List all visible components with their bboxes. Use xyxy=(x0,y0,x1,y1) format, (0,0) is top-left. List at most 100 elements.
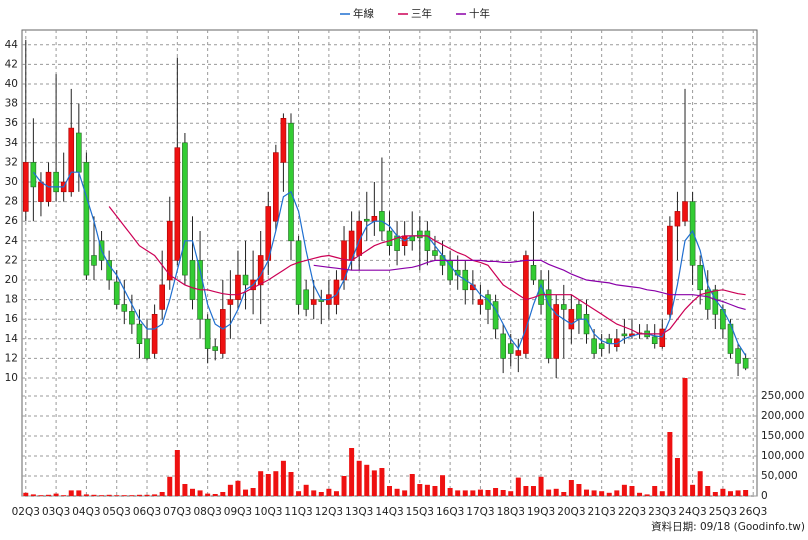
volume-bar xyxy=(447,488,453,496)
ma-line xyxy=(32,171,747,356)
volume-bar xyxy=(91,494,97,496)
y2-tick-label: 100,000 xyxy=(761,450,804,462)
y-tick-label: 44 xyxy=(5,39,19,51)
x-tick-label: 24Q3 xyxy=(678,506,706,518)
y2-tick-label: 200,000 xyxy=(761,410,804,422)
x-tick-label: 12Q3 xyxy=(315,506,343,518)
y-tick-label: 30 xyxy=(5,176,18,188)
volume-bar xyxy=(576,484,582,496)
candle-body xyxy=(417,230,423,239)
candle-body xyxy=(151,313,158,354)
candle-body xyxy=(38,181,44,202)
volume-bar xyxy=(591,490,597,496)
candle-body xyxy=(477,299,484,305)
volume-bar xyxy=(637,492,643,496)
volume-bar xyxy=(220,492,226,496)
candle-body xyxy=(280,118,287,163)
volume-bar xyxy=(424,484,430,496)
candle-body xyxy=(523,255,529,354)
candle-body xyxy=(591,338,597,354)
y-tick-label: 40 xyxy=(5,78,18,90)
volume-bar xyxy=(727,491,733,496)
candle-body xyxy=(257,255,264,286)
candle-body xyxy=(204,318,211,349)
candle-body xyxy=(432,250,438,256)
footer: 資料日期: 09/18 (Goodinfo.tw) xyxy=(651,520,805,533)
candle-body xyxy=(310,299,317,305)
volume-bar xyxy=(500,490,506,496)
volume-bar xyxy=(114,495,120,496)
candle-body xyxy=(144,338,150,359)
candle-body xyxy=(83,162,90,276)
y-tick-label: 18 xyxy=(5,294,18,306)
volume-bar xyxy=(614,490,620,496)
x-tick-label: 10Q3 xyxy=(254,506,282,518)
x-tick-label: 02Q3 xyxy=(12,506,40,518)
volume-bar xyxy=(409,474,415,496)
candle-body xyxy=(113,281,120,305)
candle-body xyxy=(674,211,681,227)
volume-bar xyxy=(379,468,385,496)
volume-bar xyxy=(712,492,718,496)
y-tick-label: 20 xyxy=(5,274,18,286)
candle-body xyxy=(53,171,59,193)
candle-body xyxy=(159,284,165,310)
candle-body xyxy=(333,279,340,305)
volume-bar xyxy=(99,495,105,496)
volume-bar xyxy=(303,484,309,496)
candle-body xyxy=(659,328,666,347)
x-tick-label: 03Q3 xyxy=(42,506,70,518)
x-tick-label: 11Q3 xyxy=(284,506,312,518)
volume-bar xyxy=(621,484,627,496)
volume-bar xyxy=(386,486,393,496)
y2-tick-label: 0 xyxy=(761,490,768,502)
x-tick-label: 18Q3 xyxy=(497,506,525,518)
volume-bar xyxy=(326,488,332,496)
candle-body xyxy=(129,311,135,325)
x-tick-label: 13Q3 xyxy=(345,506,373,518)
volume-bar xyxy=(371,470,377,496)
candle-body xyxy=(568,309,575,330)
volume-bar xyxy=(296,491,302,496)
ma-line xyxy=(313,259,746,310)
volume-bar xyxy=(68,490,74,496)
volume-bar xyxy=(258,471,264,496)
volume-bar xyxy=(61,495,67,496)
y-tick-label: 22 xyxy=(5,254,18,266)
volume-bar xyxy=(462,490,468,496)
candle-body xyxy=(68,127,75,193)
candle-body xyxy=(212,346,219,351)
volume-bar xyxy=(568,480,574,496)
volume-bar xyxy=(243,489,249,496)
candle-body xyxy=(227,299,234,305)
volume-bar xyxy=(349,448,355,496)
volume-bar xyxy=(174,450,180,496)
x-tick-label: 07Q3 xyxy=(163,506,191,518)
legend-label: 三年 xyxy=(411,7,432,20)
volume-bar xyxy=(705,486,711,496)
candle-body xyxy=(735,348,741,364)
candle-body xyxy=(530,264,537,281)
volume-bar xyxy=(652,486,658,496)
volume-bar xyxy=(121,495,127,496)
candle-body xyxy=(386,230,393,246)
volume-bar xyxy=(273,471,279,496)
y-tick-label: 32 xyxy=(5,156,18,168)
volume-bar xyxy=(205,493,211,496)
volume-bar xyxy=(189,488,195,496)
y-tick-label: 28 xyxy=(5,196,18,208)
candle-body xyxy=(742,358,749,369)
volume-bar xyxy=(280,460,286,496)
volume-bar xyxy=(46,494,52,496)
volume-bar xyxy=(599,491,605,496)
candle-body xyxy=(106,260,112,281)
candle-body xyxy=(303,289,309,310)
candle-body xyxy=(76,132,82,173)
plot-frame xyxy=(21,29,758,497)
candle-body xyxy=(288,122,294,242)
y2-tick-label: 250,000 xyxy=(761,390,804,402)
candle-body xyxy=(621,333,628,337)
volume-bar xyxy=(455,490,461,496)
